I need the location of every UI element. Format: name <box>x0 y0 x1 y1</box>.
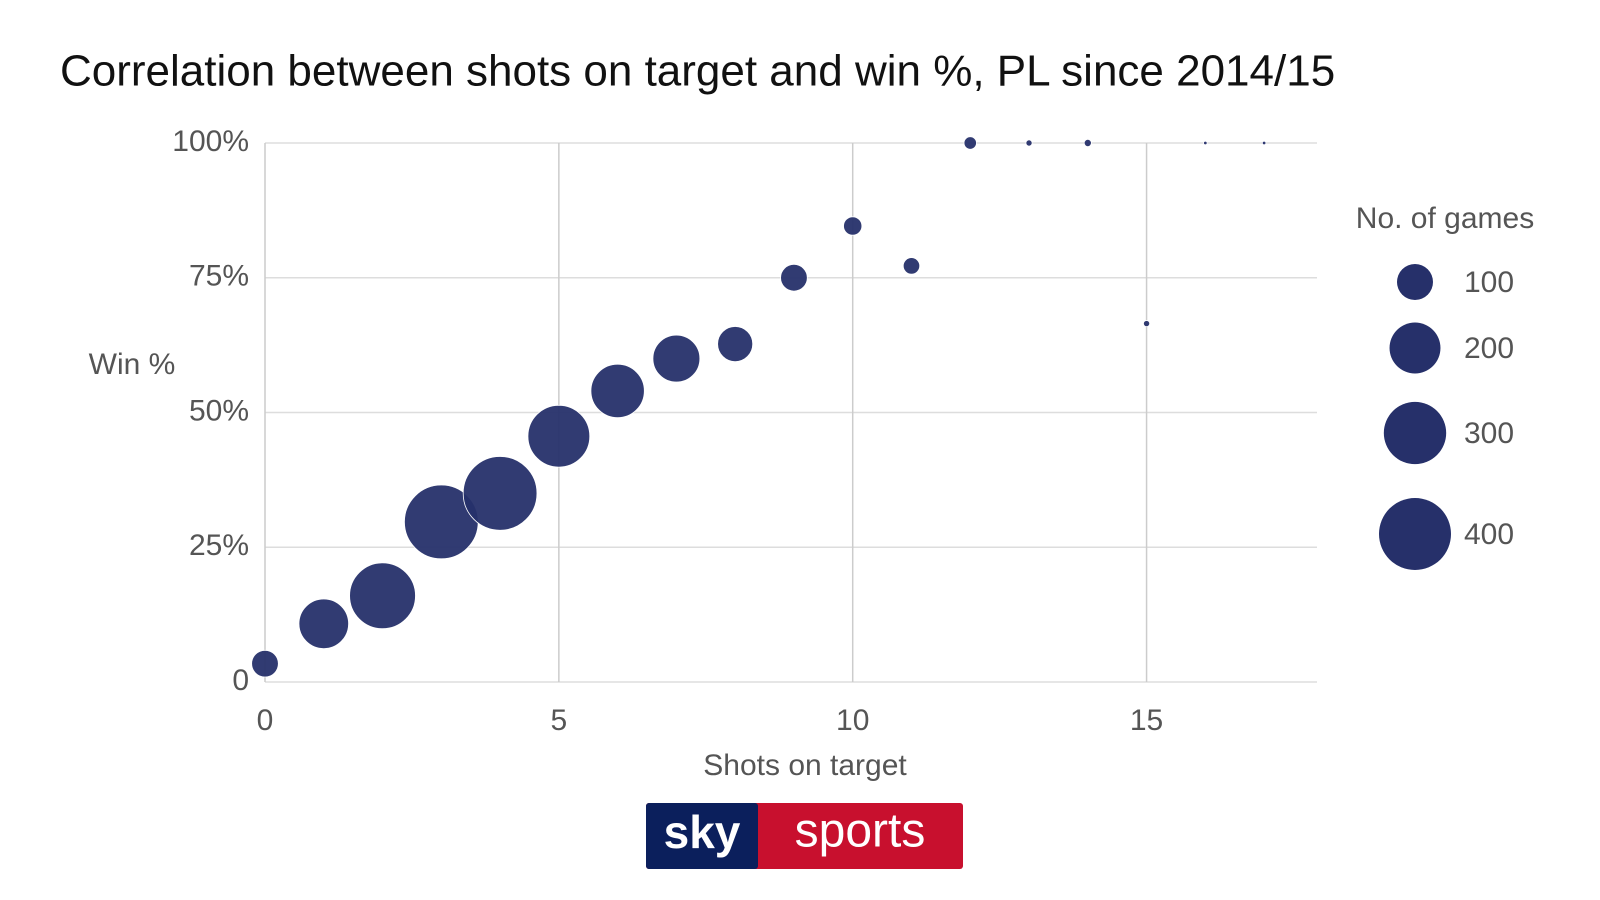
bubble <box>717 326 754 362</box>
bubble <box>298 598 349 649</box>
bubble <box>843 216 863 236</box>
legend-label: 100 <box>1464 266 1514 299</box>
logo-sports: sports <box>795 805 926 858</box>
legend-label: 300 <box>1464 417 1514 450</box>
x-tick-label: 15 <box>1130 704 1163 737</box>
y-tick-label: 100% <box>172 125 249 158</box>
bubble <box>590 363 645 419</box>
y-tick-label: 25% <box>189 529 249 562</box>
y-tick-label: 0 <box>232 664 249 697</box>
bubble <box>527 404 591 468</box>
bubble <box>1203 140 1208 146</box>
legend-bubble <box>1383 401 1447 465</box>
bubble <box>902 257 921 275</box>
x-tick-label: 5 <box>551 704 568 737</box>
legend-title: No. of games <box>1356 202 1534 235</box>
bubble <box>652 334 701 383</box>
y-axis-label: Win % <box>89 348 176 381</box>
bubble <box>349 562 416 630</box>
logo-sky: sky <box>664 806 741 858</box>
bubble <box>1143 320 1151 328</box>
legend-bubble <box>1397 264 1433 300</box>
legend-label: 200 <box>1464 332 1514 365</box>
x-tick-label: 10 <box>836 704 869 737</box>
bubble <box>780 264 808 292</box>
bubble <box>1025 139 1033 147</box>
legend-bubble <box>1379 498 1451 570</box>
bubble <box>251 649 279 678</box>
y-tick-label: 75% <box>189 260 249 293</box>
y-tick-label: 50% <box>189 394 249 427</box>
bubble <box>1261 140 1267 146</box>
bubble <box>462 456 538 531</box>
logo-left-bg <box>646 803 758 869</box>
bubble <box>963 136 977 150</box>
x-axis-label: Shots on target <box>703 749 907 782</box>
x-tick-label: 0 <box>257 704 274 737</box>
bubble <box>1083 138 1092 147</box>
legend-label: 400 <box>1464 518 1514 551</box>
legend-bubble <box>1389 322 1441 374</box>
chart-title: Correlation between shots on target and … <box>60 47 1335 96</box>
